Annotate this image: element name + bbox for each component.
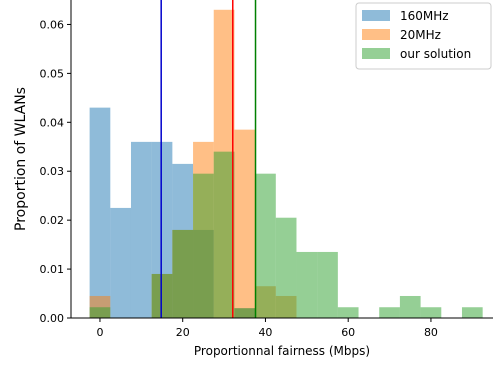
histogram-bar <box>172 229 194 318</box>
histogram-bar <box>317 251 338 318</box>
histogram-bar <box>234 129 256 318</box>
histogram-bar <box>213 151 235 318</box>
legend-label: our solution <box>400 47 471 61</box>
histogram-bar <box>193 173 214 318</box>
y-tick-label: 0.00 <box>40 312 65 325</box>
legend-swatch <box>362 29 390 40</box>
x-tick-label: 20 <box>176 326 190 339</box>
series-2 <box>89 151 483 318</box>
legend-swatch <box>362 10 390 21</box>
histogram-bar <box>399 295 421 318</box>
histogram-bar <box>234 308 256 318</box>
histogram-bar <box>151 273 173 318</box>
x-tick-label: 40 <box>258 326 272 339</box>
y-tick-label: 0.04 <box>40 116 65 129</box>
histogram-bar <box>255 173 276 318</box>
histogram-bar <box>296 251 318 318</box>
legend-label: 160MHz <box>400 9 449 23</box>
legend-swatch <box>362 48 390 59</box>
x-axis-label: Proportionnal fairness (Mbps) <box>194 344 370 358</box>
histogram-bar <box>130 141 152 318</box>
y-tick-label: 0.02 <box>40 214 65 227</box>
histogram-bar <box>89 307 111 318</box>
histogram-bar <box>337 307 359 318</box>
bars-layer <box>89 9 483 319</box>
y-tick-label: 0.01 <box>40 263 65 276</box>
x-tick-label: 60 <box>341 326 355 339</box>
y-tick-label: 0.03 <box>40 165 65 178</box>
histogram-bar <box>379 307 400 318</box>
histogram-bar <box>89 107 111 318</box>
y-tick-label: 0.05 <box>40 67 65 80</box>
x-tick-label: 0 <box>96 326 103 339</box>
legend-label: 20MHz <box>400 28 441 42</box>
x-tick-label: 80 <box>424 326 438 339</box>
axes-layer <box>70 0 493 319</box>
legend: 160MHz 20MHz our solution <box>355 2 492 70</box>
histogram-bar <box>110 207 131 318</box>
mean-lines-layer <box>160 0 257 318</box>
y-tick-label: 0.06 <box>40 18 65 31</box>
histogram-bar <box>420 307 442 318</box>
histogram-bar <box>461 307 483 318</box>
histogram-bar <box>275 217 297 318</box>
ticks-layer: 0 20 40 60 80 0.00 0.01 0.02 0.03 0.04 0.05 0.06 <box>40 18 438 339</box>
y-axis-label: Proportion of WLANs <box>13 87 29 231</box>
